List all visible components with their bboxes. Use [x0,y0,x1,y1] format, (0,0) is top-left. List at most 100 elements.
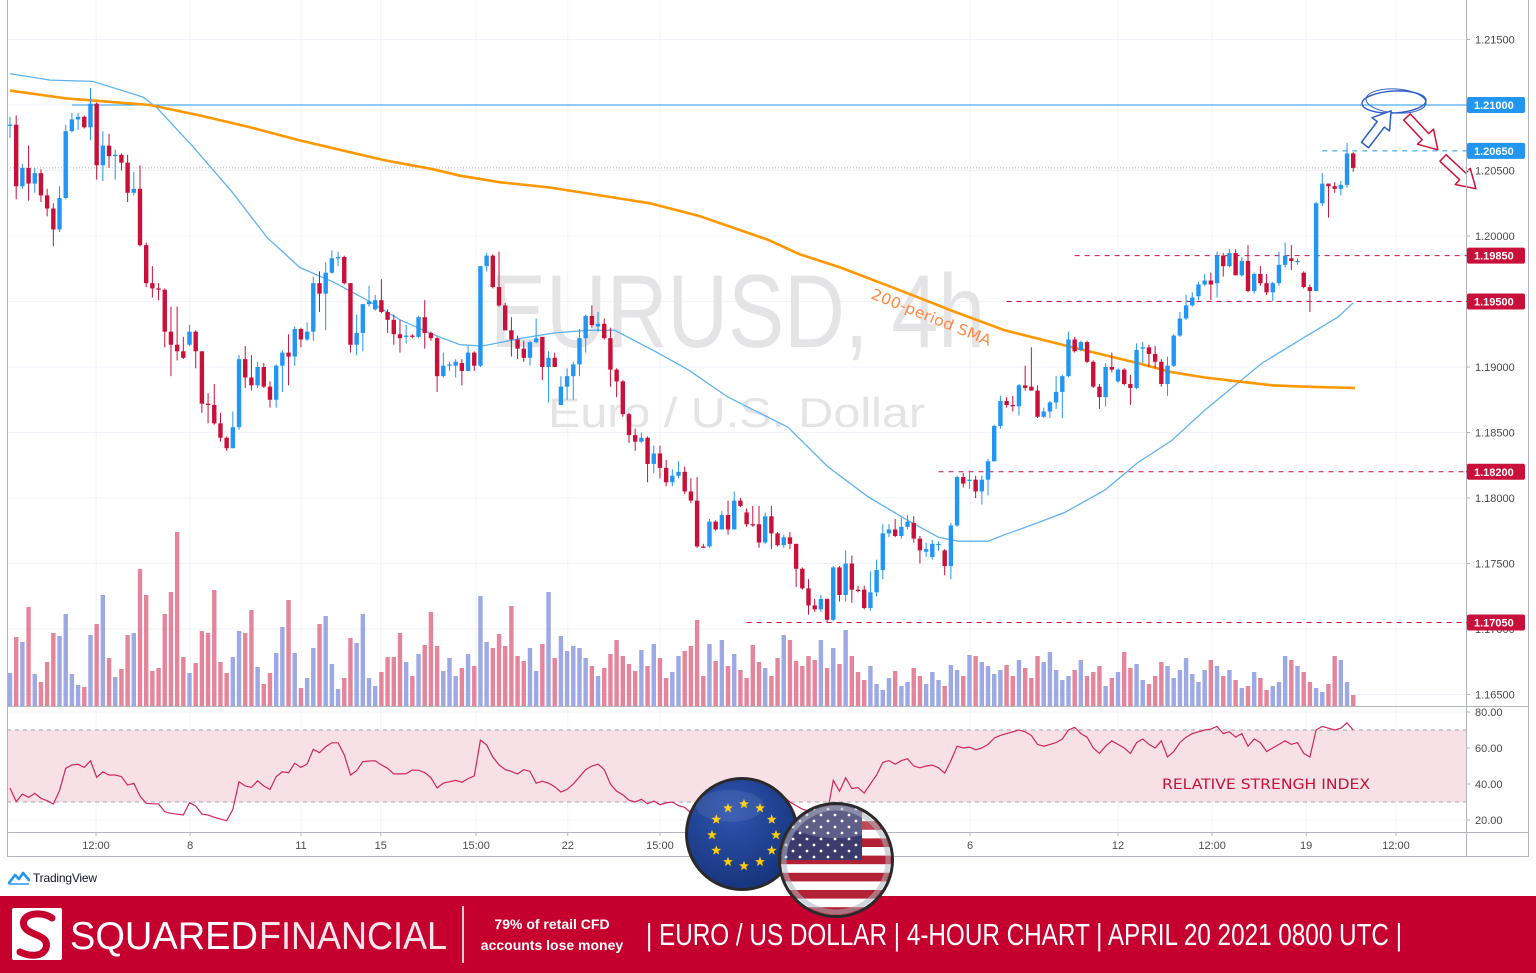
volume-bar [701,676,706,706]
candle-body [397,334,403,339]
candle-body [961,477,966,484]
candle-body [1029,386,1034,391]
candle-body [1245,260,1251,292]
candle-body [273,365,279,400]
time-label: 8 [187,840,193,852]
volume-bar [7,673,13,706]
candle-body [1338,184,1344,189]
volume-bar [719,640,725,706]
tradingview-brand[interactable]: TradingView [8,870,97,886]
candle-body [472,352,477,366]
candle-body [1208,280,1214,285]
volume-bar [930,672,935,706]
volume-bar [1016,660,1022,706]
candle-body [750,524,755,526]
candle-body [905,521,910,527]
volume-bar [1159,662,1164,706]
volume-bar [936,680,941,706]
watermark-name: Euro / U.S. Dollar [548,389,925,436]
volume-bar [174,532,180,706]
candle-body [862,589,867,609]
candle-body [459,363,465,371]
candle-body [948,525,954,567]
up-arrow-icon[interactable] [1356,104,1400,152]
candle-body [1122,369,1127,385]
candle-body [1060,376,1065,392]
candle-body [150,283,155,289]
price-label: 1.20500 [1475,166,1515,178]
candle-body [1091,361,1096,387]
candle-body [335,256,341,259]
volume-bar [1004,665,1009,706]
volume-bar [236,631,242,706]
candle-body [447,364,452,366]
candle-body [540,336,545,367]
candle-body [571,364,576,377]
volume-bar [1171,678,1176,706]
candle-body [1078,342,1084,350]
volume-bar [1270,686,1275,706]
candle-body [1307,287,1313,292]
candle-body [762,516,768,543]
down-arrow-icon[interactable] [1399,109,1446,157]
volume-bar [725,666,731,706]
candle-body [558,386,564,405]
volume-bar [397,633,403,706]
candle-body [1134,349,1139,388]
squared-financial-logo-icon [12,908,62,960]
volume-bar [651,644,656,706]
candle-body [1344,153,1350,185]
volume-bar [632,671,638,706]
volume-bar [663,678,669,706]
banner-divider [462,906,464,963]
candle-body [317,283,322,294]
volume-bar [125,635,130,706]
volume-bar [354,643,359,706]
volume-bar [571,646,576,706]
candle-body [1171,335,1176,366]
candle-body [670,475,675,483]
candle-body [243,359,248,378]
candle-body [496,287,502,306]
volume-bar [843,630,848,706]
candle-body [1047,402,1053,412]
candle-body [533,338,539,343]
volume-bar [1344,682,1350,706]
target-ellipse-icon[interactable] [1361,87,1427,115]
volume-bar [670,672,675,706]
volume-bar [1140,680,1145,706]
price-label: 1.21500 [1475,35,1515,47]
volume-bar [1307,682,1313,706]
volume-bar [1239,688,1245,706]
price-chart[interactable]: EURUSD, 4h Euro / U.S. Dollar 200-period… [0,0,1536,896]
volume-bar [441,671,446,706]
candle-body [1301,272,1306,288]
volume-bar [1066,676,1071,706]
volume-bar [187,673,192,706]
candle-body [1072,339,1077,352]
volume-bar [583,658,588,706]
horizontal-levels[interactable] [71,104,1466,623]
candle-body [1196,284,1201,297]
candle-body [298,329,304,340]
time-axis[interactable] [8,833,1466,856]
volume-bar [150,671,155,706]
volume-bar [1276,682,1282,706]
candle-body [1016,385,1022,407]
candle-body [1332,186,1337,189]
volume-bar [540,644,545,706]
volume-bar [985,666,991,706]
candle-body [286,352,291,357]
volume-bar [917,676,923,706]
candle-body [416,317,421,337]
candle-body [849,563,855,590]
volume-bar [849,656,855,706]
candle-body [255,367,260,386]
volume-bar [484,642,489,706]
candle-body [441,365,446,377]
candle-body [391,319,396,335]
volume-bar [119,669,124,706]
volume-bar [156,668,161,706]
volume-bar [546,592,551,706]
volume-bar [1183,658,1189,706]
